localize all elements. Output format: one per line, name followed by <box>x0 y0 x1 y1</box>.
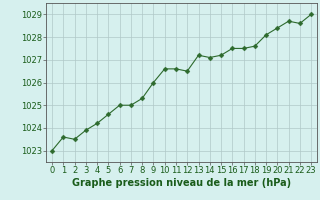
X-axis label: Graphe pression niveau de la mer (hPa): Graphe pression niveau de la mer (hPa) <box>72 178 291 188</box>
